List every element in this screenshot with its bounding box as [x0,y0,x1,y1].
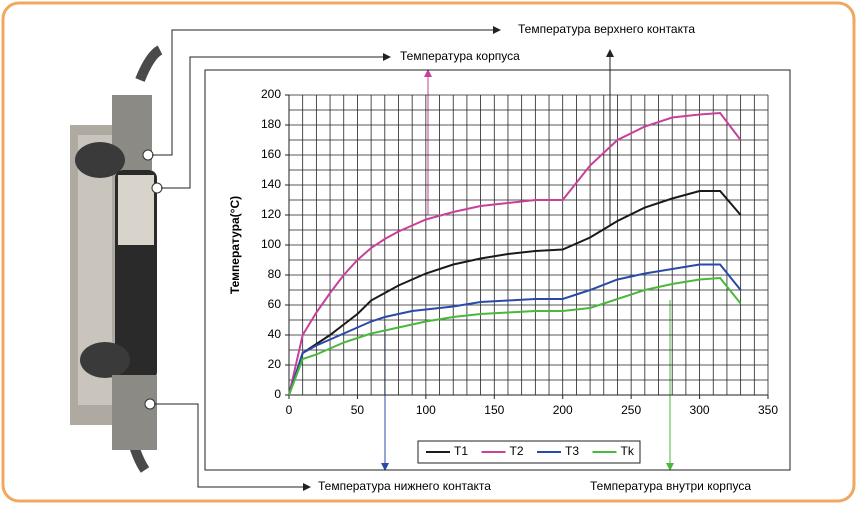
chart-box [204,69,791,471]
series-line [288,111,742,396]
x-tick-label: 50 [351,403,365,417]
x-tick-label: 150 [484,403,504,417]
y-tick-label: 160 [261,147,281,161]
x-tick-label: 250 [621,403,641,417]
annotation: Температура верхнего контакта [518,22,695,36]
series-line [288,263,742,396]
annotation: Температура корпуса [400,49,520,63]
y-tick-label: 40 [268,327,282,341]
legend-label: Tk [621,444,635,458]
series-line [288,276,742,396]
y-tick-label: 60 [268,297,282,311]
y-tick-label: 180 [261,117,281,131]
y-tick-label: 200 [261,87,281,101]
x-tick-label: 200 [553,403,573,417]
y-tick-label: 20 [268,357,282,371]
y-tick-label: 140 [261,177,281,191]
x-tick-label: 350 [758,403,778,417]
y-axis-label: Температура(°C) [228,196,242,294]
annotation: Температура нижнего контакта [318,479,491,493]
y-tick-label: 100 [261,237,281,251]
y-tick-label: 120 [261,207,281,221]
legend-label: T1 [454,444,468,458]
x-tick-label: 300 [690,403,710,417]
legend-box [417,440,641,464]
device-photo [70,45,163,473]
legend-label: T2 [510,444,524,458]
legend-label: T3 [565,444,579,458]
y-tick-label: 80 [268,267,282,281]
series-line [288,190,742,396]
x-tick-label: 100 [416,403,436,417]
y-tick-label: 0 [274,387,281,401]
x-tick-label: 0 [286,403,293,417]
annotation: Температура внутри корпуса [590,479,751,493]
